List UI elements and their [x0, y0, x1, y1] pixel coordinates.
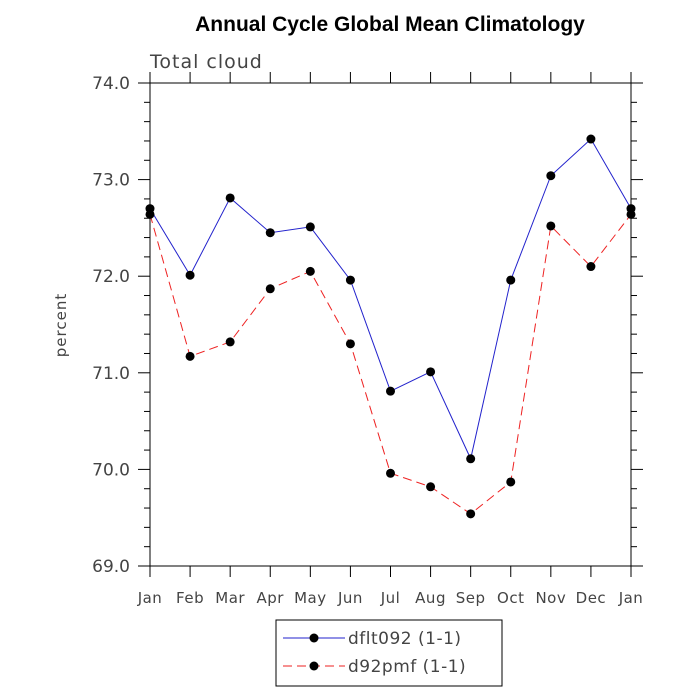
- legend-marker-d92pmf: [309, 661, 319, 671]
- x-tick-label: Dec: [576, 589, 607, 607]
- data-point-dflt092: [426, 367, 436, 377]
- data-point-dflt092: [345, 275, 355, 285]
- y-tick-label: 69.0: [92, 557, 130, 577]
- y-tick-label: 72.0: [92, 267, 130, 287]
- data-point-d92pmf: [386, 468, 395, 478]
- legend-label-d92pmf: d92pmf (1-1): [348, 657, 466, 677]
- x-tick-label: Jan: [137, 589, 163, 607]
- y-tick-label: 70.0: [92, 460, 130, 480]
- data-point-d92pmf: [466, 509, 476, 519]
- data-point-d92pmf: [225, 337, 235, 347]
- series-dflt092: [145, 134, 636, 464]
- data-point-dflt092: [586, 134, 596, 144]
- x-tick-label: Apr: [257, 589, 285, 607]
- data-point-d92pmf: [305, 266, 315, 276]
- x-tick-label: Nov: [535, 589, 566, 607]
- legend-label-dflt092: dflt092 (1-1): [348, 629, 462, 649]
- data-point-d92pmf: [546, 221, 556, 231]
- data-point-dflt092: [386, 386, 395, 396]
- x-tick-label: Jan: [618, 589, 644, 607]
- x-tick-label: Jul: [380, 589, 401, 607]
- chart-subtitle: Total cloud: [149, 51, 263, 73]
- y-tick-labels: 69.0 70.0 71.0 72.0 73.0 74.0: [92, 74, 130, 577]
- data-point-dflt092: [546, 171, 556, 181]
- data-point-d92pmf: [586, 262, 596, 272]
- data-point-d92pmf: [426, 482, 436, 492]
- data-point-d92pmf: [626, 209, 636, 219]
- data-point-dflt092: [466, 454, 476, 464]
- legend-marker-dflt092: [309, 633, 319, 643]
- chart-title: Annual Cycle Global Mean Climatology: [195, 13, 585, 36]
- data-point-d92pmf: [185, 351, 195, 361]
- y-tick-label: 73.0: [92, 171, 130, 191]
- data-point-d92pmf: [265, 284, 275, 294]
- axis-ticks: [138, 72, 643, 577]
- x-tick-label: Aug: [415, 589, 446, 607]
- y-tick-label: 71.0: [92, 364, 130, 384]
- data-point-dflt092: [185, 270, 195, 280]
- plot-area-frame: [149, 82, 632, 567]
- series-line-dflt092: [149, 138, 632, 461]
- x-tick-label: Feb: [176, 589, 204, 607]
- series-d92pmf: [145, 209, 636, 519]
- legend: dflt092 (1-1) d92pmf (1-1): [275, 619, 503, 687]
- y-tick-label: 74.0: [92, 74, 130, 94]
- x-tick-label: Mar: [215, 589, 245, 607]
- x-tick-label: Sep: [456, 589, 486, 607]
- x-tick-labels: Jan Feb Mar Apr May Jun Jul Aug Sep Oct Nov Dec Jan: [137, 589, 644, 607]
- data-point-d92pmf: [506, 477, 516, 487]
- legend-box: [275, 619, 503, 687]
- data-point-dflt092: [506, 275, 516, 285]
- data-point-dflt092: [305, 222, 315, 232]
- x-tick-label: Oct: [497, 589, 524, 607]
- data-point-dflt092: [225, 193, 235, 203]
- series-layer: [145, 134, 636, 519]
- data-point-d92pmf: [345, 339, 355, 349]
- data-point-d92pmf: [145, 209, 155, 219]
- x-tick-label: Jun: [337, 589, 363, 607]
- x-tick-label: May: [294, 589, 327, 607]
- data-point-dflt092: [265, 228, 275, 238]
- y-axis-label: percent: [52, 293, 70, 357]
